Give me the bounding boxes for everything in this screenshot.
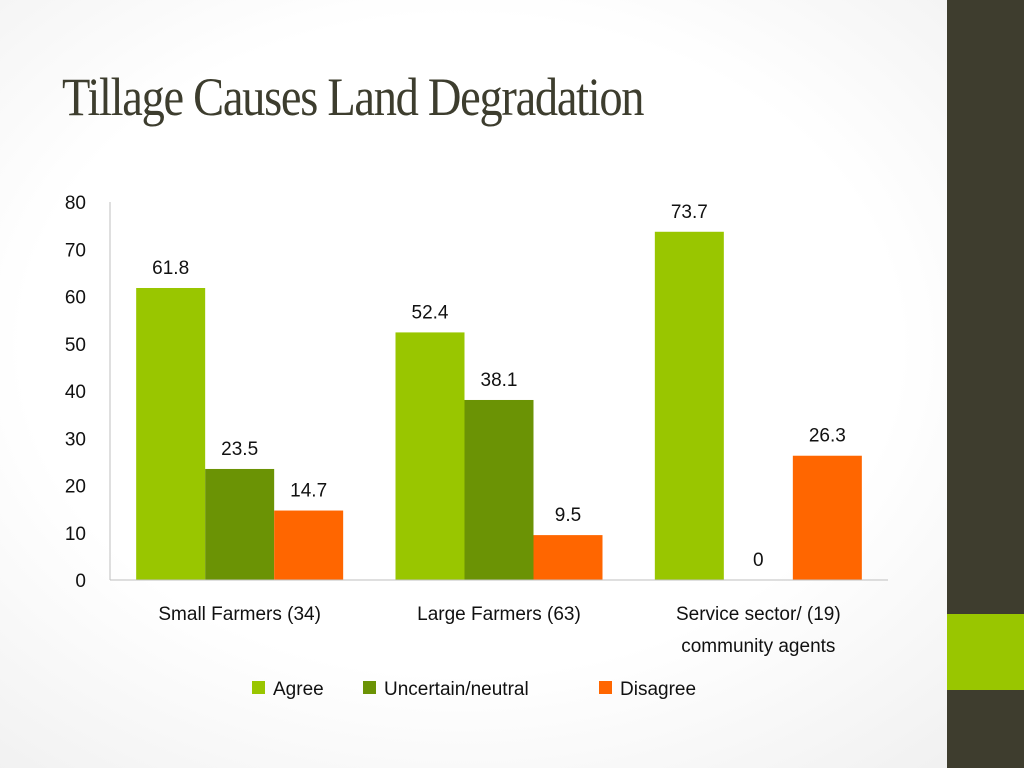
bar: [464, 399, 534, 580]
data-label: 23.5: [221, 439, 258, 460]
y-tick-label: 20: [65, 477, 86, 498]
legend-label: Agree: [273, 679, 324, 700]
x-tick-label: Service sector/ (19) community agents: [676, 604, 841, 657]
bar: [205, 468, 275, 580]
x-tick-label: Large Farmers (63): [417, 604, 581, 625]
data-label: 26.3: [809, 426, 846, 447]
x-tick-label: Small Farmers (34): [158, 604, 321, 625]
y-tick-label: 70: [65, 240, 86, 261]
bar: [654, 231, 724, 580]
data-label: 9.5: [555, 505, 581, 526]
legend-swatch: [363, 681, 376, 694]
y-tick-label: 30: [65, 429, 86, 450]
legend-label: Uncertain/neutral: [384, 679, 529, 700]
legend-label: Disagree: [620, 679, 696, 700]
bar: [792, 455, 862, 580]
bar-chart: 0 10 20 30 40 50 60 70 80 61.8 23.5 14.7 52.4 38.1 9.…: [65, 193, 888, 700]
bars: [136, 231, 862, 580]
slide-title: Tillage Causes Land Degradation: [62, 67, 645, 127]
bar: [395, 332, 465, 580]
y-tick-label: 40: [65, 382, 86, 403]
y-tick-label: 80: [65, 193, 86, 214]
y-tick-label: 50: [65, 335, 86, 356]
y-axis-ticks: 0 10 20 30 40 50 60 70 80: [65, 193, 86, 592]
data-label: 73.7: [671, 202, 708, 223]
bar: [533, 535, 603, 580]
data-label: 61.8: [152, 258, 189, 279]
x-axis-ticks: Small Farmers (34) Large Farmers (63) Serv…: [158, 604, 840, 657]
y-tick-label: 10: [65, 524, 86, 545]
data-label: 38.1: [481, 370, 518, 391]
legend-swatch: [252, 681, 265, 694]
y-tick-label: 0: [75, 571, 86, 592]
legend: Agree Uncertain/neutral Disagree: [252, 679, 696, 700]
data-label: 14.7: [290, 481, 327, 502]
data-labels: 61.8 23.5 14.7 52.4 38.1 9.5 73.7 0 26.3: [152, 202, 846, 571]
bar: [136, 287, 206, 580]
y-tick-label: 60: [65, 288, 86, 309]
legend-swatch: [599, 681, 612, 694]
data-label: 0: [753, 550, 764, 571]
data-label: 52.4: [412, 302, 449, 323]
bar: [274, 510, 344, 580]
sidebar-accent-decoration: [947, 614, 1024, 690]
